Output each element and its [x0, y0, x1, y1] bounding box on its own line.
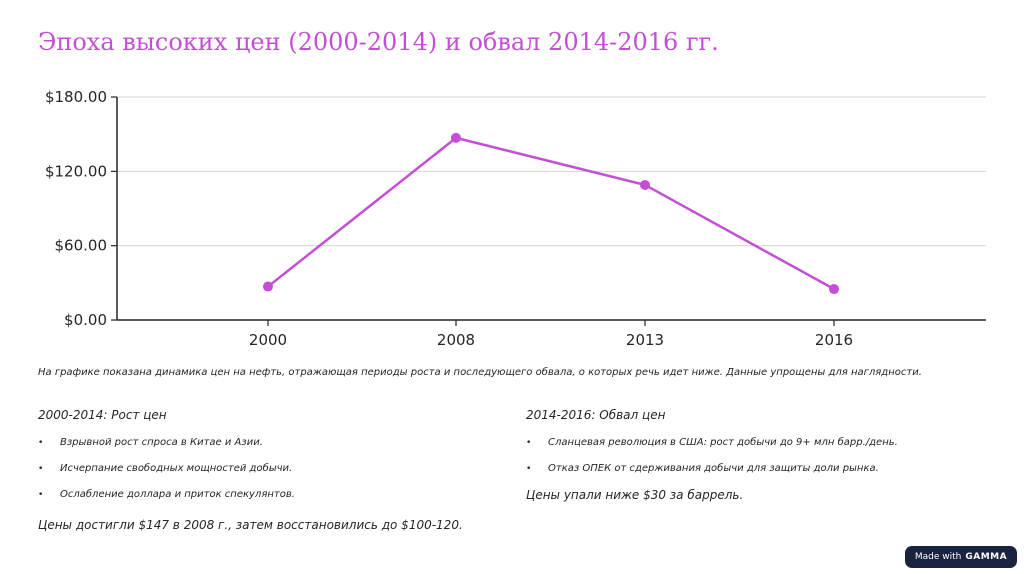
chart-caption: На графике показана динамика цен на нефт…	[38, 367, 922, 378]
y-tick-label: $60.00	[55, 237, 108, 255]
right-column: 2014-2016: Обвал цен Сланцевая революция…	[526, 408, 966, 502]
x-tick-label: 2013	[626, 331, 664, 349]
line-chart: $0.00$60.00$120.00$180.00 2000 2008 2013 20…	[45, 88, 986, 349]
right-bullet-list: Сланцевая революция в США: рост добычи д…	[526, 436, 966, 488]
y-tick-labels: $0.00 $60.00 $120.00 $180.00	[45, 88, 107, 329]
x-tick-label: 2000	[249, 331, 287, 349]
x-tick-label: 2016	[815, 331, 853, 349]
gamma-logo: GAMMA	[965, 552, 1008, 562]
left-column: 2000-2014: Рост цен Взрывной рост спроса…	[38, 408, 478, 532]
left-column-summary: Цены достигли $147 в 2008 г., затем восс…	[38, 518, 463, 532]
data-point	[263, 281, 273, 292]
series-line	[267, 136, 835, 291]
data-points	[263, 132, 839, 295]
left-bullet-list: Взрывной рост спроса в Китае и Азии. Исч…	[38, 436, 478, 514]
made-with-gamma-badge[interactable]: Made with GAMMA	[905, 546, 1017, 568]
x-tick-label: 2008	[437, 331, 475, 349]
y-tick-label: $0.00	[64, 311, 107, 329]
data-point	[640, 179, 650, 190]
x-tick-labels: 2000 2008 2013 2016	[249, 331, 853, 349]
badge-prefix: Made with	[914, 552, 962, 562]
list-item: Взрывной рост спроса в Китае и Азии.	[38, 436, 478, 462]
series-line-path	[267, 136, 835, 291]
list-item: Ослабление доллара и приток спекулянтов.	[38, 488, 478, 514]
right-column-summary: Цены упали ниже $30 за баррель.	[526, 488, 744, 502]
y-tick-label: $120.00	[45, 162, 107, 180]
right-column-heading: 2014-2016: Обвал цен	[526, 408, 666, 422]
grid-lines	[117, 96, 986, 247]
slide-title: Эпоха высоких цен (2000-2014) и обвал 20…	[38, 28, 719, 56]
axes	[111, 96, 986, 326]
list-item: Сланцевая революция в США: рост добычи д…	[526, 436, 966, 462]
data-point	[829, 284, 839, 295]
left-column-heading: 2000-2014: Рост цен	[38, 408, 167, 422]
data-point	[451, 132, 461, 143]
list-item: Исчерпание свободных мощностей добычи.	[38, 462, 478, 488]
list-item: Отказ ОПЕК от сдерживания добычи для защ…	[526, 462, 966, 488]
y-tick-label: $180.00	[45, 88, 107, 106]
